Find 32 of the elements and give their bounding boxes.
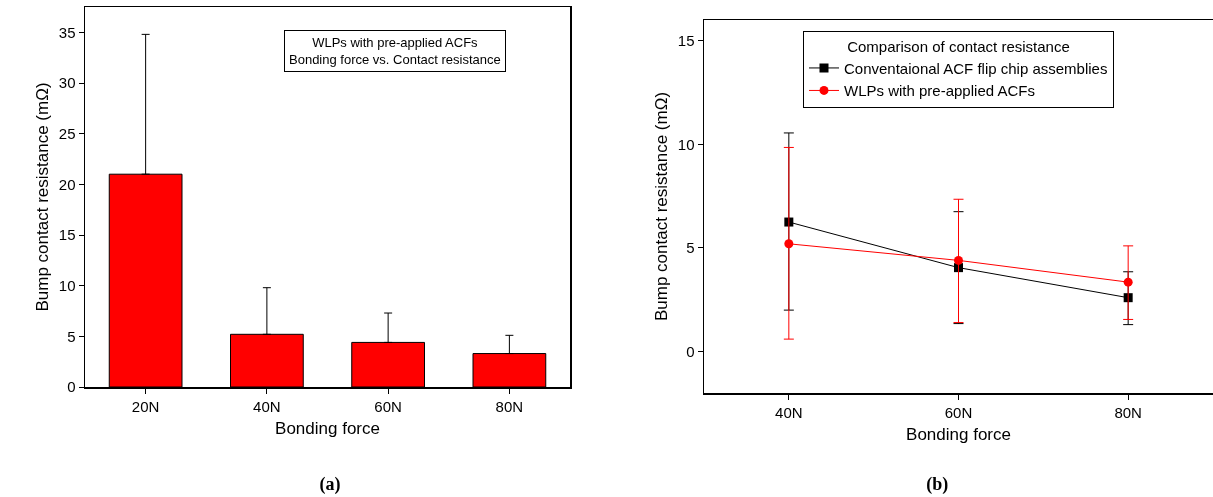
- y-axis-title: Bump contact resistance (mΩ): [32, 82, 52, 312]
- legend-title: Comparison of contact resistance: [847, 37, 1070, 55]
- y-tick-label: 30: [58, 74, 76, 92]
- y-tick-label: 35: [58, 23, 76, 41]
- y-tick-label: 25: [58, 124, 76, 142]
- point: [784, 239, 794, 249]
- x-tick-label: 40N: [775, 403, 803, 421]
- y-tick-label: 10: [58, 276, 76, 294]
- x-axis-title: Bonding force: [275, 418, 380, 438]
- x-axis-title: Bonding force: [906, 424, 1011, 444]
- text: (b): [926, 473, 949, 495]
- y-tick-label: 5: [67, 327, 76, 345]
- y-tick-label: 15: [58, 226, 76, 244]
- y-axis-title: Bump contact resistance (mΩ): [651, 91, 671, 322]
- x-tick-label: 80N: [495, 397, 524, 415]
- y-tick-label: 20: [58, 175, 76, 193]
- x-tick-label: 60N: [944, 403, 973, 421]
- x-tick-label: 40N: [253, 397, 281, 415]
- annotation: WLPs with pre-applied ACFs Bonding force vs. Contact resistance: [289, 35, 501, 67]
- legend-label: Conventaional ACF flip chip assemblies: [844, 59, 1108, 77]
- y-tick-label: 5: [686, 239, 695, 257]
- y-tick-label: 0: [67, 378, 76, 396]
- point: [1123, 277, 1133, 287]
- text: (a): [319, 473, 341, 495]
- x-tick-label: 80N: [1114, 403, 1142, 421]
- x-tick-label: 60N: [374, 397, 402, 415]
- legend-label: WLPs with pre-applied ACFs: [844, 82, 1035, 100]
- y-tick-label: 0: [686, 342, 695, 360]
- y-tick-label: 10: [677, 135, 695, 153]
- point: [954, 255, 963, 265]
- y-tick-label: 15: [677, 31, 695, 49]
- x-tick-label: 20N: [131, 397, 160, 415]
